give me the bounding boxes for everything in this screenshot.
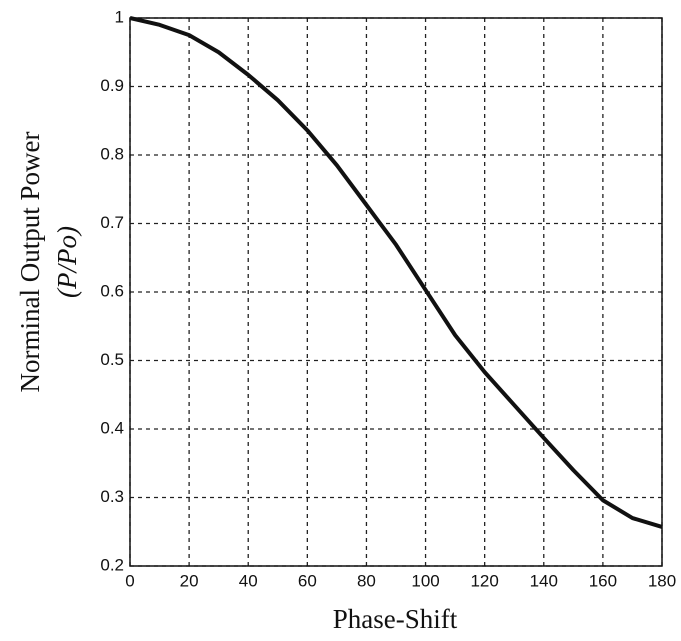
y-tick-label: 0.5	[100, 350, 124, 369]
x-tick-label: 20	[180, 571, 199, 590]
x-tick-label: 120	[470, 571, 498, 590]
data-line	[129, 16, 663, 529]
y-tick-label: 1	[115, 7, 124, 26]
x-tick-label: 100	[411, 571, 439, 590]
x-tick-label: 180	[648, 571, 676, 590]
y-tick-label: 0.6	[100, 281, 124, 300]
y-tick-label: 0.4	[100, 418, 124, 437]
y-tick-label: 0.3	[100, 487, 124, 506]
y-tick-label: 0.7	[100, 213, 124, 232]
x-tick-label: 140	[530, 571, 558, 590]
x-tick-label: 160	[589, 571, 617, 590]
x-tick-label: 80	[357, 571, 376, 590]
plot-frame	[129, 17, 663, 567]
x-axis-label: Phase-Shift	[333, 604, 458, 634]
x-tick-label: 60	[298, 571, 317, 590]
y-axis-label: Norminal Output Power	[15, 132, 45, 393]
y-tick-label: 0.2	[100, 555, 124, 574]
y-axis-label-unit: (P/Po)	[52, 226, 82, 298]
y-tick-label: 0.8	[100, 144, 124, 163]
x-tick-label: 40	[239, 571, 258, 590]
y-tick-label: 0.9	[100, 76, 124, 95]
x-tick-label: 0	[125, 571, 134, 590]
